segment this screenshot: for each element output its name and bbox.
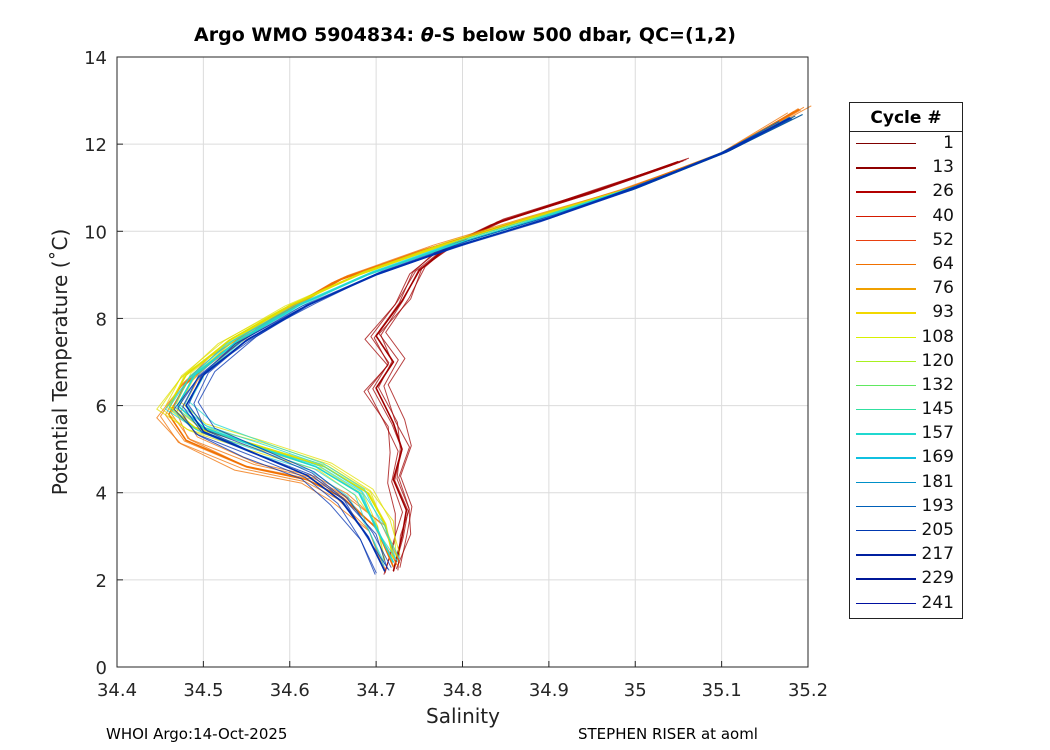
legend-label: 145 <box>921 399 954 420</box>
legend-item: 40 <box>850 205 962 229</box>
y-tick-label: 2 <box>96 571 107 592</box>
legend-label: 181 <box>921 471 954 492</box>
legend-item: 157 <box>850 422 962 446</box>
legend-swatch <box>856 554 916 556</box>
legend-label: 120 <box>921 350 954 371</box>
y-tick-label: 8 <box>96 309 107 330</box>
legend-item: 93 <box>850 301 962 325</box>
x-tick-label: 35.2 <box>788 680 828 701</box>
x-tick-label: 34.5 <box>183 680 223 701</box>
legend-swatch <box>856 409 916 411</box>
title-suffix: -S below 500 dbar, QC=(1,2) <box>433 24 736 46</box>
legend-swatch <box>856 263 916 266</box>
series-line <box>180 114 803 555</box>
legend-label: 241 <box>921 592 954 613</box>
series-line-main <box>185 117 792 572</box>
legend-title: Cycle # <box>850 103 962 132</box>
series-line <box>197 114 803 568</box>
legend-label: 193 <box>921 495 954 516</box>
legend-label: 93 <box>932 302 954 323</box>
legend-label: 1 <box>943 133 954 153</box>
legend-item: 181 <box>850 471 962 495</box>
y-tick-label: 14 <box>84 48 107 69</box>
x-tick-label: 34.4 <box>97 680 137 701</box>
legend-swatch <box>856 312 916 314</box>
series-line <box>188 114 803 560</box>
legend-swatch <box>856 505 916 508</box>
legend-label: 52 <box>932 229 954 250</box>
legend-label: 64 <box>932 253 954 274</box>
legend-swatch <box>856 360 916 363</box>
legend-item: 217 <box>850 543 962 567</box>
legend-label: 108 <box>921 326 954 347</box>
x-tick-label: 34.9 <box>529 680 569 701</box>
legend-label: 76 <box>932 278 954 299</box>
series-group <box>156 105 812 575</box>
legend-label: 157 <box>921 423 954 444</box>
legend-item: 120 <box>850 350 962 374</box>
legend-item: 241 <box>850 592 962 616</box>
legend: Cycle # 1 13 26 40 52 64 76 93 108 120 132 145 157 16… <box>849 102 963 619</box>
legend-swatch <box>856 143 916 145</box>
y-tick-label: 12 <box>84 135 107 156</box>
legend-swatch <box>856 578 916 580</box>
legend-item: 132 <box>850 374 962 398</box>
legend-label: 40 <box>932 205 954 226</box>
grid <box>117 57 808 667</box>
y-axis-label: Potential Temperature (˚C) <box>48 228 72 496</box>
y-tick-label: 0 <box>96 658 107 679</box>
legend-label: 26 <box>932 181 954 202</box>
footer-left: WHOI Argo:14-Oct-2025 <box>106 725 288 743</box>
legend-swatch <box>856 457 916 459</box>
legend-item: 169 <box>850 446 962 470</box>
title-theta: θ <box>420 24 434 46</box>
y-axis-ticks: 0 2 4 6 8 10 12 14 <box>84 48 123 679</box>
legend-label: 229 <box>921 568 954 589</box>
legend-swatch <box>856 239 916 242</box>
title-prefix: Argo WMO 5904834: <box>194 24 421 46</box>
legend-item: 205 <box>850 519 962 543</box>
chart-title: Argo WMO 5904834: θ-S below 500 dbar, QC… <box>0 24 930 46</box>
x-axis-ticks: 34.4 34.5 34.6 34.7 34.8 34.9 35 35.1 35.2 <box>97 661 828 701</box>
legend-label: 169 <box>921 447 954 468</box>
y-tick-label: 4 <box>96 484 107 505</box>
legend-swatch <box>856 530 916 532</box>
legend-item: 108 <box>850 326 962 350</box>
legend-swatch <box>856 602 916 604</box>
legend-item: 76 <box>850 277 962 301</box>
legend-label: 217 <box>921 544 954 565</box>
legend-swatch <box>856 215 916 217</box>
legend-item: 1 <box>850 132 962 156</box>
x-tick-label: 34.7 <box>356 680 396 701</box>
legend-item: 64 <box>850 253 962 277</box>
legend-swatch <box>856 481 916 484</box>
legend-item: 229 <box>850 567 962 591</box>
legend-item: 26 <box>850 180 962 204</box>
legend-swatch <box>856 433 916 435</box>
legend-swatch <box>856 336 916 338</box>
y-tick-label: 6 <box>96 397 107 418</box>
x-axis-label: Salinity <box>426 704 500 728</box>
x-tick-label: 34.6 <box>270 680 310 701</box>
legend-item: 52 <box>850 229 962 253</box>
legend-label: 205 <box>921 520 954 540</box>
legend-item: 13 <box>850 156 962 180</box>
legend-label: 13 <box>932 157 954 178</box>
x-tick-label: 35 <box>624 680 647 701</box>
legend-swatch <box>856 167 916 169</box>
legend-label: 132 <box>921 374 954 395</box>
legend-item: 145 <box>850 398 962 422</box>
legend-swatch <box>856 191 916 193</box>
y-tick-label: 10 <box>84 222 107 243</box>
footer-right: STEPHEN RISER at aoml <box>578 725 758 743</box>
x-tick-label: 34.8 <box>442 680 482 701</box>
legend-item: 193 <box>850 495 962 519</box>
x-tick-label: 35.1 <box>702 680 742 701</box>
legend-items: 1 13 26 40 52 64 76 93 108 120 132 145 157 169 181 193 2… <box>850 132 962 616</box>
legend-swatch <box>856 288 916 290</box>
legend-swatch <box>856 384 916 387</box>
